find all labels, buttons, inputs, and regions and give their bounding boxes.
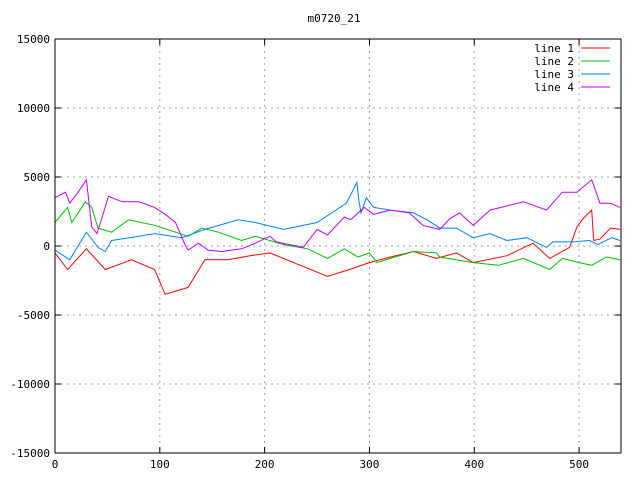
series-lines (54, 178, 621, 295)
y-tick-label: 10000 (17, 102, 50, 115)
x-tick-label: 400 (464, 458, 484, 471)
y-tick-label: 5000 (24, 171, 51, 184)
series-line-4 (54, 178, 621, 253)
series-line-1 (54, 208, 621, 295)
y-tick-label: -10000 (10, 378, 50, 391)
y-tick-label: -5000 (17, 309, 50, 322)
y-tick-label: -15000 (10, 447, 50, 460)
axis-ticks: 0 100 200 300 400 500 -15000 -10000 -5000 0 5000 10… (10, 33, 621, 471)
series-line-2 (54, 201, 621, 271)
x-tick-label: 500 (569, 458, 589, 471)
x-tick-label: 0 (52, 458, 59, 471)
series-line-3 (54, 180, 621, 261)
plot-frame (54, 38, 622, 454)
y-tick-label: 0 (43, 240, 50, 253)
chart-title: m0720_21 (308, 12, 361, 25)
x-tick-label: 300 (360, 458, 380, 471)
y-tick-label: 15000 (17, 33, 50, 46)
x-tick-label: 200 (255, 458, 275, 471)
legend-label: line 1 (534, 42, 574, 55)
legend-label: line 3 (534, 68, 574, 81)
grid (55, 39, 621, 453)
x-tick-label: 100 (150, 458, 170, 471)
legend-label: line 4 (534, 81, 574, 94)
legend-label: line 2 (534, 55, 574, 68)
